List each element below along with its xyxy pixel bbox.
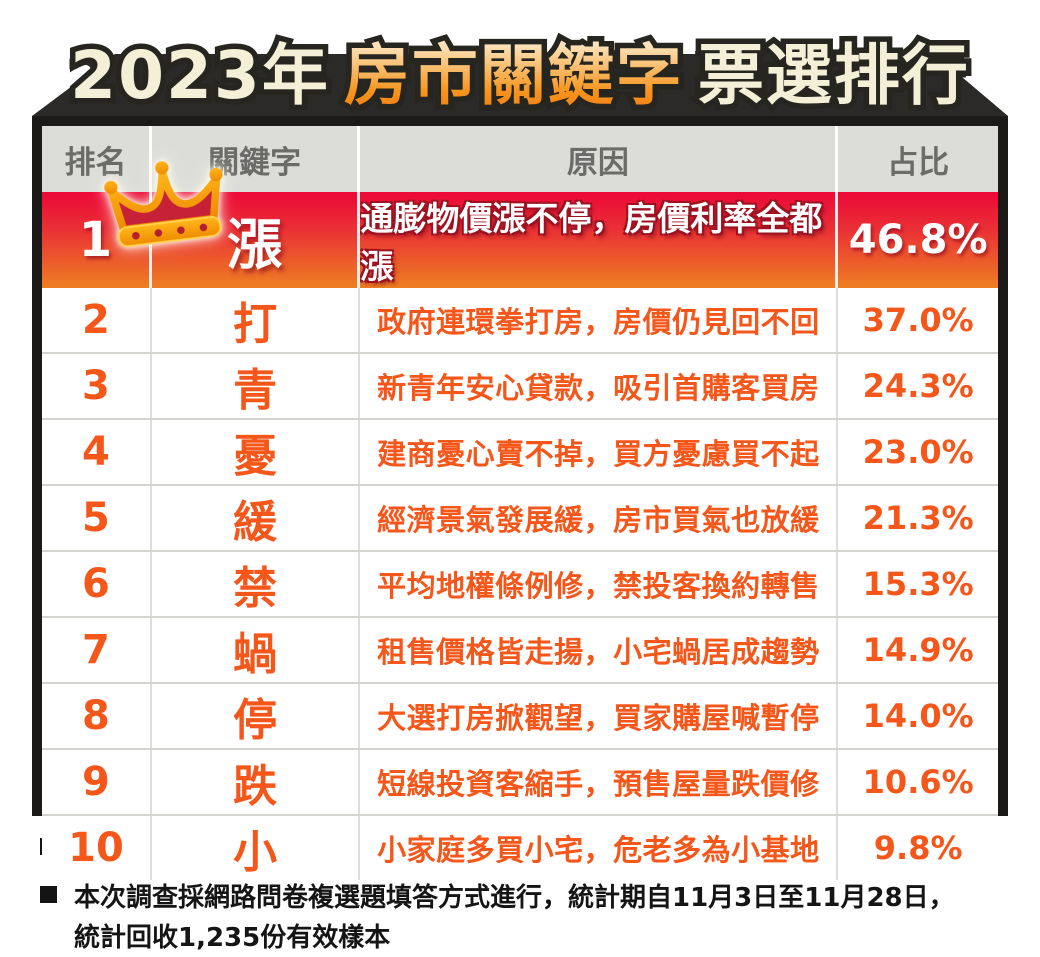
percent-cell: 37.0% (862, 301, 974, 339)
table-row-2: 2 打 政府連環拳打房，房價仍見回不回 37.0% (42, 288, 998, 352)
header-rank: 排名 (42, 126, 152, 192)
percent-cell: 24.3% (862, 367, 974, 405)
page-title: 2023年2023年房市關鍵字房市關鍵字票選排行票選排行 (0, 22, 1040, 120)
title-segment-year: 2023年 2023年 (65, 22, 334, 120)
keyword-cell: 緩 (152, 486, 361, 550)
table-row-4: 4 憂 建商憂心賣不掉，買方憂慮買不起 23.0% (42, 418, 998, 484)
title-segment-fill: 房市關鍵字 (344, 22, 684, 118)
percent-cell: 14.9% (862, 631, 974, 669)
percent-cell: 9.8% (873, 829, 963, 867)
table-row-1-highlight: 1 漲 通膨物價漲不停，房價利率全都漲 46.8% (42, 192, 998, 288)
header-percent: 占比 (887, 144, 950, 181)
keyword-cell: 跌 (152, 750, 361, 814)
rank-cell: 5 (42, 486, 152, 550)
reason-cell: 建商憂心賣不掉，買方憂慮買不起 (360, 420, 839, 484)
keyword-cell: 打 (152, 288, 361, 352)
title-segment-ranking: 票選排行 票選排行 (692, 22, 973, 120)
reason-cell: 小家庭多買小宅，危老多為小基地 (360, 816, 839, 880)
rank-cell: 2 (42, 288, 152, 352)
rank-cell: 4 (42, 420, 152, 484)
rank-cell: 10 (42, 816, 152, 880)
title-segment-fill: 2023年 (70, 37, 330, 114)
reason-cell: 政府連環拳打房，房價仍見回不回 (360, 288, 839, 352)
crown-icon (104, 161, 223, 248)
rank-cell: 8 (42, 684, 152, 748)
percent-cell: 10.6% (862, 763, 974, 801)
title-segment-outline: 房市關鍵字 (338, 22, 687, 120)
keyword-cell: 憂 (152, 420, 361, 484)
title-segment-outline: 2023年 (65, 32, 334, 120)
rank-cell: 9 (42, 750, 152, 814)
rank-cell: 3 (42, 354, 152, 418)
header-keyword: 關鍵字 (152, 126, 361, 192)
percent-cell: 14.0% (862, 697, 974, 735)
reason-cell: 經濟景氣發展緩，房市買氣也放緩 (360, 486, 839, 550)
header-reason: 原因 (360, 126, 839, 192)
title-podium-shape (32, 54, 1008, 116)
rank-cell: 6 (42, 552, 152, 616)
table-row-7: 7 蝸 租售價格皆走揚，小宅蝸居成趨勢 14.9% (42, 616, 998, 682)
reason-cell: 大選打房掀觀望，買家購屋喊暫停 (360, 684, 839, 748)
note-line-2: 統計回收1,235份有效樣本 (74, 923, 391, 953)
reason-cell: 短線投資客縮手，預售屋量跌價修 (360, 750, 839, 814)
percent-cell: 46.8% (848, 217, 988, 263)
reason-cell: 平均地權條例修，禁投客換約轉售 (360, 552, 839, 616)
table-row-6: 6 禁 平均地權條例修，禁投客換約轉售 15.3% (42, 550, 998, 616)
keyword-cell: 停 (152, 684, 361, 748)
keyword-cell: 禁 (152, 552, 361, 616)
table-row-10: 10 小 小家庭多買小宅，危老多為小基地 9.8% (42, 814, 998, 880)
keyword-cell: 青 (152, 354, 361, 418)
table-row-8: 8 停 大選打房掀觀望，買家購屋喊暫停 14.0% (42, 682, 998, 748)
table-row-9: 9 跌 短線投資客縮手，預售屋量跌價修 10.6% (42, 748, 998, 814)
ranking-table: 排名 關鍵字 原因 占比 1 漲 通膨物價漲不停，房價利率全都漲 46.8% 2… (42, 126, 998, 880)
table-row-3: 3 青 新青年安心貸款，吸引首購客買房 24.3% (42, 352, 998, 418)
note-line-1: 本次調查採網路問卷複選題填答方式進行，統計期自11月3日至11月28日， (74, 883, 955, 913)
percent-cell: 15.3% (862, 565, 974, 603)
title-segment-keyword: 房市關鍵字房市關鍵字 (338, 22, 687, 120)
percent-cell: 21.3% (862, 499, 974, 537)
percent-cell: 23.0% (862, 433, 974, 471)
title-segment-fill: 票選排行 (697, 37, 970, 114)
title-segment-outline: 票選排行 (692, 32, 973, 120)
note-text: 本次調查採網路問卷複選題填答方式進行，統計期自11月3日至11月28日， 統計回… (74, 878, 955, 957)
square-bullet-icon (40, 886, 57, 903)
rank-cell: 7 (42, 618, 152, 682)
reason-cell: 租售價格皆走揚，小宅蝸居成趨勢 (360, 618, 839, 682)
methodology-note: 本次調查採網路問卷複選題填答方式進行，統計期自11月3日至11月28日， 統計回… (40, 878, 955, 957)
reason-cell: 新青年安心貸款，吸引首購客買房 (360, 354, 839, 418)
reason-cell: 通膨物價漲不停，房價利率全都漲 (360, 192, 839, 288)
keyword-cell: 小 (152, 816, 361, 880)
keyword-cell: 漲 (152, 192, 361, 288)
table-header-row: 排名 關鍵字 原因 占比 (42, 126, 998, 192)
keyword-cell: 蝸 (152, 618, 361, 682)
ranking-board: 排名 關鍵字 原因 占比 1 漲 通膨物價漲不停，房價利率全都漲 46.8% 2… (32, 116, 1008, 880)
table-row-5: 5 緩 經濟景氣發展緩，房市買氣也放緩 21.3% (42, 484, 998, 550)
